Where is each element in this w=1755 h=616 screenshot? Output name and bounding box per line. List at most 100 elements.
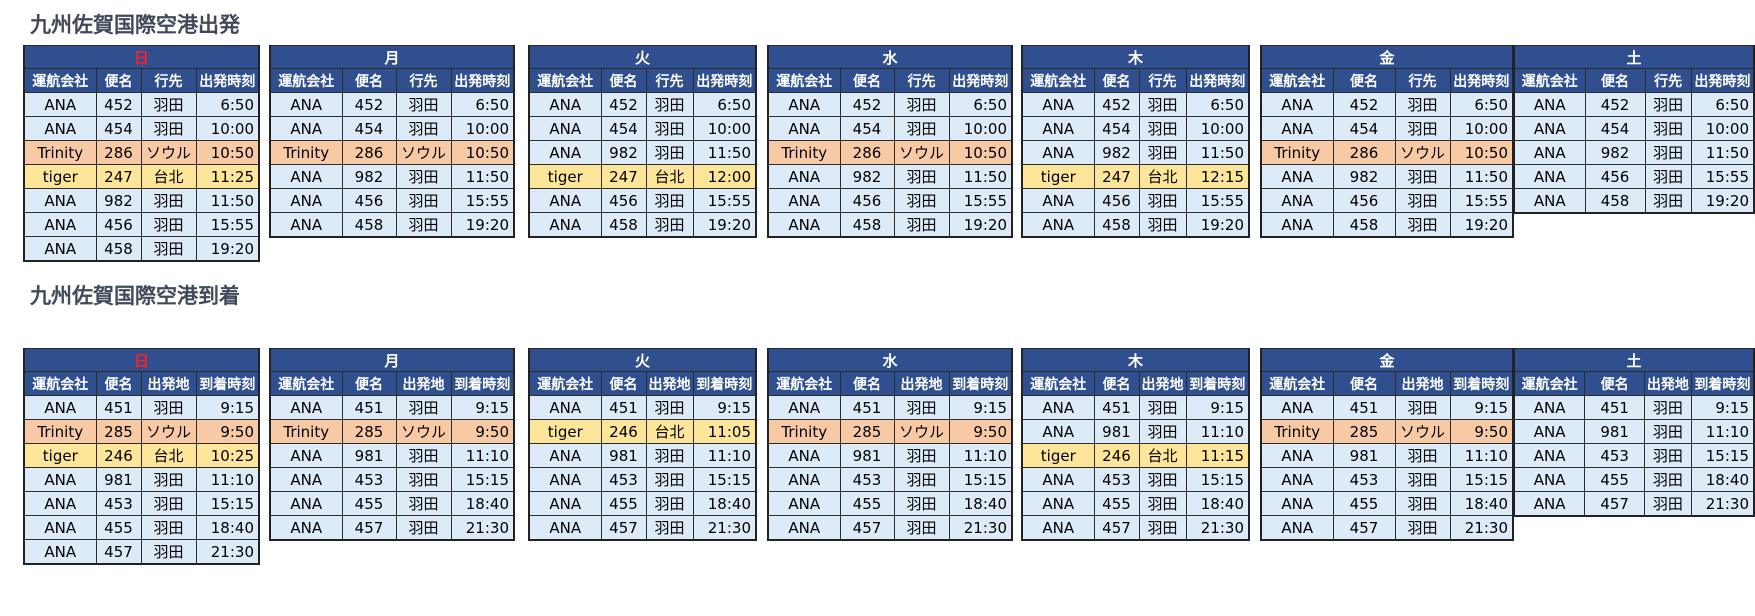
column-header: 運航会社 [1513, 371, 1586, 396]
place-cell: 羽田 [140, 236, 197, 262]
flight-number-cell: 285 [95, 419, 142, 444]
flight-number-cell: 453 [1093, 467, 1140, 492]
column-header: 便名 [600, 371, 647, 396]
airline-cell: ANA [528, 491, 602, 516]
airline-cell: ANA [23, 515, 97, 540]
airline-cell: ANA [767, 164, 841, 189]
time-cell: 10:00 [692, 116, 757, 141]
airline-cell: tiger [1021, 164, 1095, 189]
airline-cell: ANA [23, 491, 97, 516]
place-cell: 羽田 [1644, 92, 1692, 117]
table-row: Trinity 286 ソウル 10:50 [767, 140, 1013, 165]
time-cell: 15:55 [948, 188, 1013, 213]
time-cell: 18:40 [948, 491, 1013, 516]
airline-cell: ANA [269, 164, 343, 189]
airline-cell: ANA [1513, 164, 1586, 189]
departures-title: 九州佐賀国際空港出発 [30, 13, 240, 37]
place-cell: 台北 [140, 164, 197, 189]
place-cell: ソウル [1394, 140, 1451, 165]
table-row: ANA 451 羽田 9:15 [269, 395, 515, 420]
place-cell: ソウル [395, 419, 452, 444]
place-cell: 羽田 [1394, 491, 1451, 516]
place-cell: 羽田 [645, 491, 694, 516]
place-cell: 羽田 [395, 188, 452, 213]
place-cell: ソウル [140, 140, 197, 165]
column-header: 到着時刻 [1185, 371, 1250, 396]
place-cell: 羽田 [395, 395, 452, 420]
flight-number-cell: 454 [1093, 116, 1140, 141]
table-row: ANA 455 羽田 18:40 [1513, 467, 1755, 492]
time-cell: 11:10 [692, 443, 757, 468]
table-row: ANA 454 羽田 10:00 [1513, 116, 1755, 141]
time-cell: 15:15 [1690, 443, 1755, 468]
airline-cell: ANA [1260, 443, 1334, 468]
column-header: 運航会社 [528, 68, 602, 93]
flight-number-cell: 456 [1332, 188, 1396, 213]
time-cell: 19:20 [1449, 212, 1514, 238]
airline-cell: ANA [1513, 467, 1586, 492]
column-header: 行先 [1644, 68, 1692, 93]
airline-cell: ANA [1260, 164, 1334, 189]
column-header: 運航会社 [1260, 371, 1334, 396]
place-cell: 羽田 [1138, 212, 1187, 238]
place-cell: 羽田 [1394, 212, 1451, 238]
time-cell: 9:15 [948, 395, 1013, 420]
time-cell: 15:55 [1449, 188, 1514, 213]
place-cell: 羽田 [395, 92, 452, 117]
flight-number-cell: 454 [839, 116, 895, 141]
departures-day-table: 水運航会社 便名 行先 出発時刻 ANA 452 羽田 6:50 ANA 454 羽田 10:00 Tr… [767, 45, 1013, 238]
time-cell: 15:55 [1690, 164, 1755, 189]
place-cell: 羽田 [1138, 395, 1187, 420]
time-cell: 15:15 [1449, 467, 1514, 492]
place-cell: 羽田 [645, 92, 694, 117]
time-cell: 9:15 [195, 395, 260, 420]
place-cell: 羽田 [1138, 188, 1187, 213]
flight-number-cell: 247 [95, 164, 142, 189]
day-header: 木 [1021, 45, 1250, 69]
column-header: 運航会社 [1021, 68, 1095, 93]
place-cell: 台北 [645, 419, 694, 444]
table-row: Trinity 285 ソウル 9:50 [767, 419, 1013, 444]
table-row: ANA 457 羽田 21:30 [1021, 515, 1250, 541]
flight-number-cell: 455 [600, 491, 647, 516]
flight-number-cell: 456 [95, 212, 142, 237]
table-row: ANA 456 羽田 15:55 [269, 188, 515, 213]
column-header: 出発地 [893, 371, 950, 396]
time-cell: 9:15 [450, 395, 515, 420]
arrivals-day-table: 土運航会社 便名 出発地 到着時刻 ANA 451 羽田 9:15 ANA 981 羽田 11:10 A… [1513, 348, 1755, 517]
flight-number-cell: 246 [600, 419, 647, 444]
time-cell: 10:25 [195, 443, 260, 468]
time-cell: 11:10 [195, 467, 260, 492]
airline-cell: ANA [767, 443, 841, 468]
place-cell: ソウル [395, 140, 452, 165]
table-row: tiger 247 台北 11:25 [23, 164, 260, 189]
time-cell: 10:50 [450, 140, 515, 165]
time-cell: 21:30 [948, 515, 1013, 541]
table-row: ANA 453 羽田 15:15 [528, 467, 757, 492]
time-cell: 6:50 [195, 92, 260, 117]
table-row: ANA 454 羽田 10:00 [269, 116, 515, 141]
table-row: ANA 457 羽田 21:30 [528, 515, 757, 541]
table-row: ANA 458 羽田 19:20 [1513, 188, 1755, 214]
place-cell: 羽田 [140, 395, 197, 420]
place-cell: 羽田 [1394, 116, 1451, 141]
place-cell: 羽田 [395, 443, 452, 468]
time-cell: 6:50 [450, 92, 515, 117]
time-cell: 6:50 [1449, 92, 1514, 117]
column-header: 便名 [1093, 68, 1140, 93]
column-header: 出発時刻 [692, 68, 757, 93]
flight-number-cell: 455 [1584, 467, 1645, 492]
table-row: ANA 982 羽田 11:50 [269, 164, 515, 189]
airline-cell: ANA [1513, 188, 1586, 214]
arrivals-day-table: 金運航会社 便名 出発地 到着時刻 ANA 451 羽田 9:15 Trinity 285 ソウル 9… [1260, 348, 1514, 541]
flight-number-cell: 247 [600, 164, 647, 189]
airline-cell: Trinity [1260, 140, 1334, 165]
arrivals-day-table: 火運航会社 便名 出発地 到着時刻 ANA 451 羽田 9:15 tiger 246 台北 11:0… [528, 348, 757, 541]
time-cell: 10:00 [1185, 116, 1250, 141]
flight-number-cell: 455 [1332, 491, 1396, 516]
place-cell: 羽田 [645, 443, 694, 468]
flight-number-cell: 286 [1332, 140, 1396, 165]
place-cell: 羽田 [395, 164, 452, 189]
table-row: ANA 458 羽田 19:20 [1021, 212, 1250, 238]
time-cell: 21:30 [195, 539, 260, 565]
